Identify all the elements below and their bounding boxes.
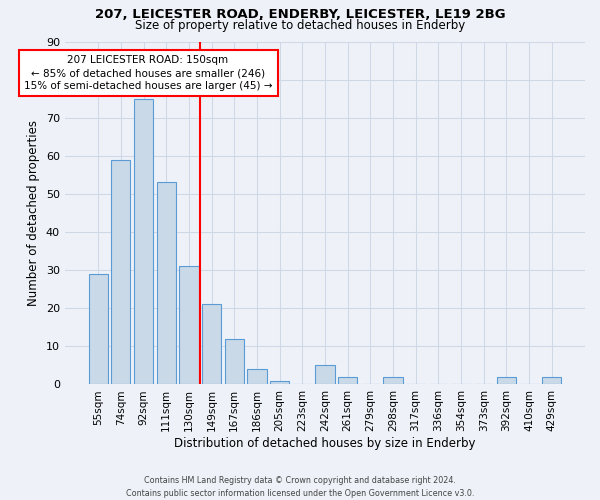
Bar <box>338 377 357 384</box>
Bar <box>247 369 266 384</box>
Bar <box>270 380 289 384</box>
Bar <box>224 338 244 384</box>
Bar <box>134 98 153 385</box>
Bar <box>111 160 130 384</box>
Bar <box>542 377 562 384</box>
X-axis label: Distribution of detached houses by size in Enderby: Distribution of detached houses by size … <box>174 437 476 450</box>
Text: 207, LEICESTER ROAD, ENDERBY, LEICESTER, LE19 2BG: 207, LEICESTER ROAD, ENDERBY, LEICESTER,… <box>95 8 505 20</box>
Bar <box>89 274 108 384</box>
Text: Contains HM Land Registry data © Crown copyright and database right 2024.
Contai: Contains HM Land Registry data © Crown c… <box>126 476 474 498</box>
Text: Size of property relative to detached houses in Enderby: Size of property relative to detached ho… <box>135 18 465 32</box>
Bar <box>383 377 403 384</box>
Bar <box>316 366 335 384</box>
Y-axis label: Number of detached properties: Number of detached properties <box>28 120 40 306</box>
Bar <box>179 266 199 384</box>
Bar <box>202 304 221 384</box>
Bar <box>497 377 516 384</box>
Text: 207 LEICESTER ROAD: 150sqm
← 85% of detached houses are smaller (246)
15% of sem: 207 LEICESTER ROAD: 150sqm ← 85% of deta… <box>24 55 272 91</box>
Bar <box>157 182 176 384</box>
